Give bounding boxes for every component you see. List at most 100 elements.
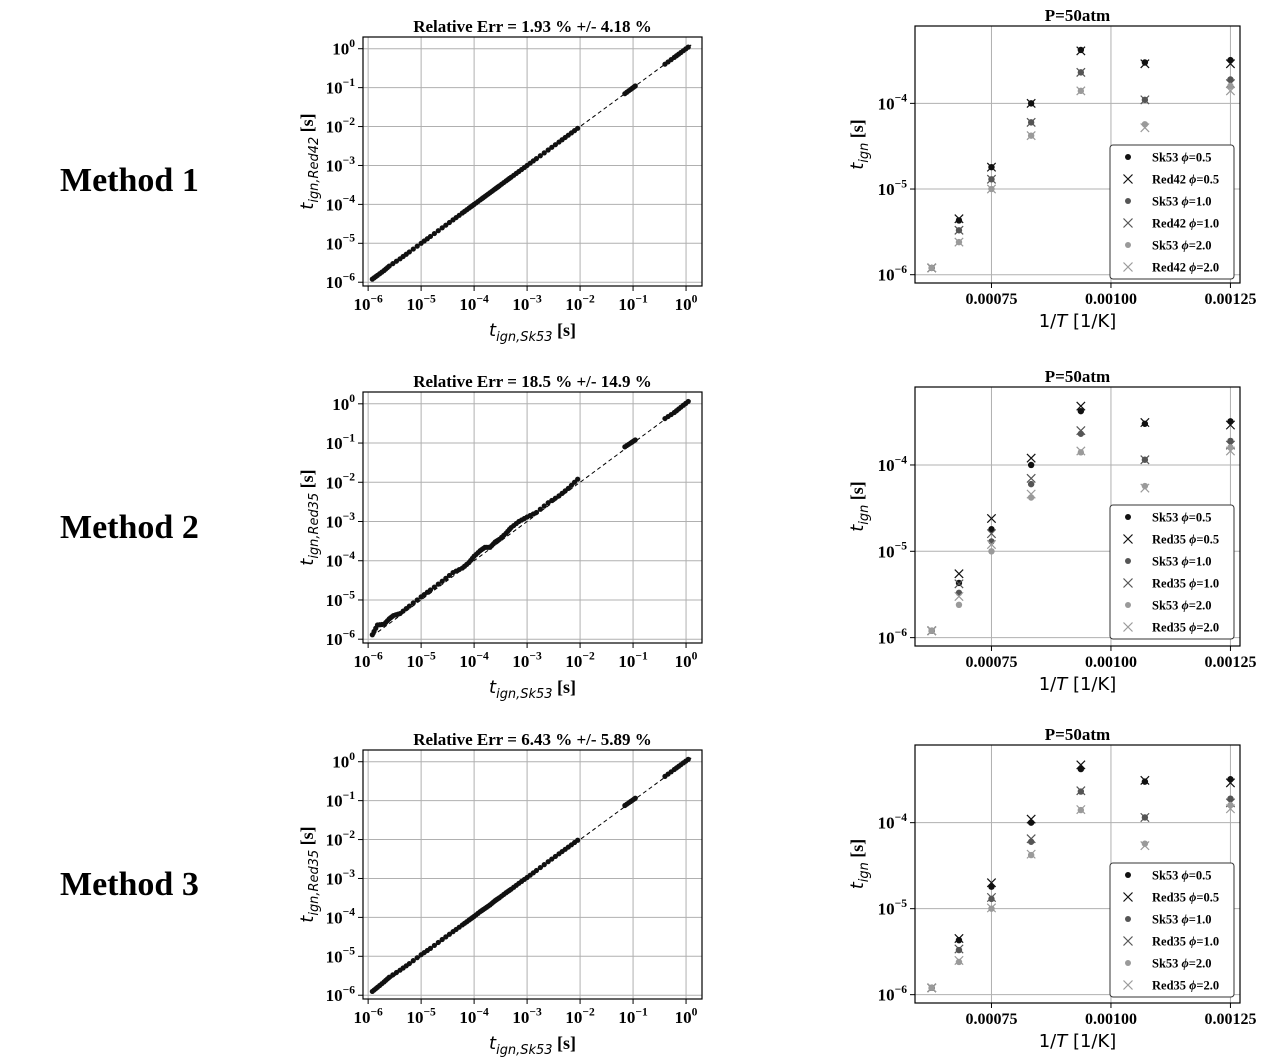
ign-tick-label-x: 0.00100 bbox=[1085, 291, 1137, 308]
data-point bbox=[406, 603, 412, 609]
data-point bbox=[446, 572, 453, 579]
ign-data-point bbox=[1141, 482, 1149, 490]
parity-tick-label-y: 10−4 bbox=[326, 193, 356, 215]
ign-data-point bbox=[955, 958, 963, 966]
ign-data-cross bbox=[1140, 775, 1150, 786]
svg-text:tign,Sk53 [s]: tign,Sk53 [s] bbox=[489, 320, 576, 345]
data-point bbox=[537, 153, 543, 159]
data-point bbox=[414, 955, 420, 961]
ign-plot-frame bbox=[914, 744, 1241, 1004]
data-point bbox=[537, 506, 543, 512]
data-point bbox=[541, 503, 547, 509]
legend-entry-label: Sk53 ϕ=1.0 bbox=[1152, 555, 1212, 569]
parity-tick-label-x: 10−1 bbox=[618, 649, 648, 671]
svg-text:1/T [1/K]: 1/T [1/K] bbox=[1039, 674, 1117, 695]
legend-marker-cross bbox=[1123, 980, 1133, 990]
legend-entry-label: Red42 ϕ=0.5 bbox=[1152, 173, 1219, 187]
parity-tick-label-y: 10−3 bbox=[326, 154, 356, 176]
parity-tick-label-y: 10−5 bbox=[326, 588, 356, 610]
parity-tick-label-x: 100 bbox=[675, 649, 698, 671]
ign-data-cross bbox=[1026, 117, 1036, 127]
parity-y-axis-label: tign,Red35 [s] bbox=[297, 826, 322, 922]
ign-data-cross bbox=[954, 569, 964, 579]
ign-data-cross bbox=[986, 513, 997, 524]
parity-tick-label-x: 10−2 bbox=[565, 1005, 595, 1027]
legend-marker-cross bbox=[1123, 174, 1133, 184]
ign-data-cross bbox=[927, 983, 937, 993]
ign-data-cross bbox=[986, 162, 997, 172]
ign-data-point bbox=[1027, 819, 1035, 826]
legend-marker-cross bbox=[1123, 578, 1133, 588]
ign-data-point bbox=[1077, 449, 1085, 456]
ign-data-cross bbox=[986, 903, 997, 913]
ign-data-cross bbox=[1225, 778, 1236, 788]
data-point bbox=[685, 44, 691, 50]
ign-data-cross bbox=[954, 955, 964, 966]
parity-tick-label-x: 10−4 bbox=[459, 292, 489, 314]
parity-plot-frame bbox=[362, 749, 703, 1000]
ign-plot-frame bbox=[914, 25, 1241, 284]
legend-entry-label: Red42 ϕ=2.0 bbox=[1152, 261, 1219, 275]
legend-marker-cross bbox=[1123, 262, 1133, 272]
svg-text:tign,Red42 [s]: tign,Red42 [s] bbox=[297, 113, 322, 209]
parity-tick-label-y: 10−5 bbox=[326, 945, 356, 967]
ign-data-cross bbox=[1026, 834, 1036, 844]
parity-tick-label-y: 10−3 bbox=[326, 867, 356, 889]
ign-data-point bbox=[1227, 437, 1234, 445]
data-point bbox=[537, 864, 543, 871]
data-point bbox=[410, 958, 416, 964]
legend-entry-label: Sk53 ϕ=2.0 bbox=[1152, 599, 1212, 613]
ign-data-cross bbox=[1225, 804, 1236, 814]
ign-tick-label-x: 0.00125 bbox=[1204, 654, 1256, 671]
reference-line-y-equals-x bbox=[372, 399, 692, 637]
ign-tick-label-x: 0.00075 bbox=[965, 291, 1017, 308]
parity-tick-label-y: 100 bbox=[332, 750, 355, 772]
ign-y-axis-label: tign [s] bbox=[847, 119, 872, 170]
legend-marker-cross bbox=[1123, 892, 1133, 902]
parity-tick-label-y: 100 bbox=[332, 392, 355, 414]
ign-data-point bbox=[1027, 851, 1035, 859]
svg-text:tign,Sk53 [s]: tign,Sk53 [s] bbox=[489, 1033, 576, 1058]
parity-tick-label-y: 10−2 bbox=[326, 115, 356, 137]
ign-data-point bbox=[1141, 121, 1149, 128]
ign-data-cross bbox=[954, 214, 964, 224]
data-point bbox=[533, 509, 540, 516]
svg-text:1/T [1/K]: 1/T [1/K] bbox=[1039, 311, 1117, 332]
ign-tick-label-y: 10−4 bbox=[878, 453, 908, 475]
ign-tick-label-x: 0.00075 bbox=[965, 1011, 1017, 1028]
data-point bbox=[533, 156, 540, 162]
data-point bbox=[552, 853, 558, 860]
data-point bbox=[414, 597, 420, 603]
parity-tick-label-x: 10−3 bbox=[512, 292, 542, 314]
legend-entry-label: Red35 ϕ=2.0 bbox=[1152, 621, 1219, 635]
parity-tick-label-x: 10−6 bbox=[353, 1005, 383, 1027]
ign-data-point bbox=[1077, 46, 1085, 54]
data-point bbox=[443, 222, 449, 228]
ign-data-cross bbox=[1076, 401, 1086, 411]
legend-entry-label: Red35 ϕ=1.0 bbox=[1152, 577, 1219, 591]
ign-data-point bbox=[1027, 461, 1035, 469]
parity-x-axis-label: tign,Sk53 [s] bbox=[489, 1033, 576, 1058]
parity-plot-frame bbox=[362, 36, 703, 287]
ign-data-point bbox=[1227, 82, 1234, 90]
ign-data-point bbox=[955, 601, 963, 609]
ign-data-point bbox=[955, 217, 963, 224]
ign-y-axis-label: tign [s] bbox=[847, 839, 872, 890]
data-point bbox=[549, 856, 555, 862]
ign-tick-label-y: 10−5 bbox=[878, 177, 908, 199]
data-point bbox=[541, 862, 547, 868]
data-point bbox=[541, 150, 547, 156]
ign-data-cross bbox=[1140, 95, 1150, 105]
data-point bbox=[632, 437, 638, 443]
parity-y-axis-label: tign,Red42 [s] bbox=[297, 113, 322, 209]
data-point bbox=[435, 228, 441, 234]
ign-tick-label-y: 10−6 bbox=[878, 983, 908, 1005]
ign-data-cross bbox=[1140, 123, 1150, 133]
ign-data-cross bbox=[1140, 59, 1150, 69]
ign-data-cross bbox=[1076, 425, 1086, 436]
parity-tick-label-y: 10−2 bbox=[326, 828, 356, 850]
ign-title: P=50atm bbox=[1045, 725, 1110, 744]
ign-data-cross bbox=[927, 263, 937, 273]
parity-tick-label-x: 10−6 bbox=[353, 292, 383, 314]
